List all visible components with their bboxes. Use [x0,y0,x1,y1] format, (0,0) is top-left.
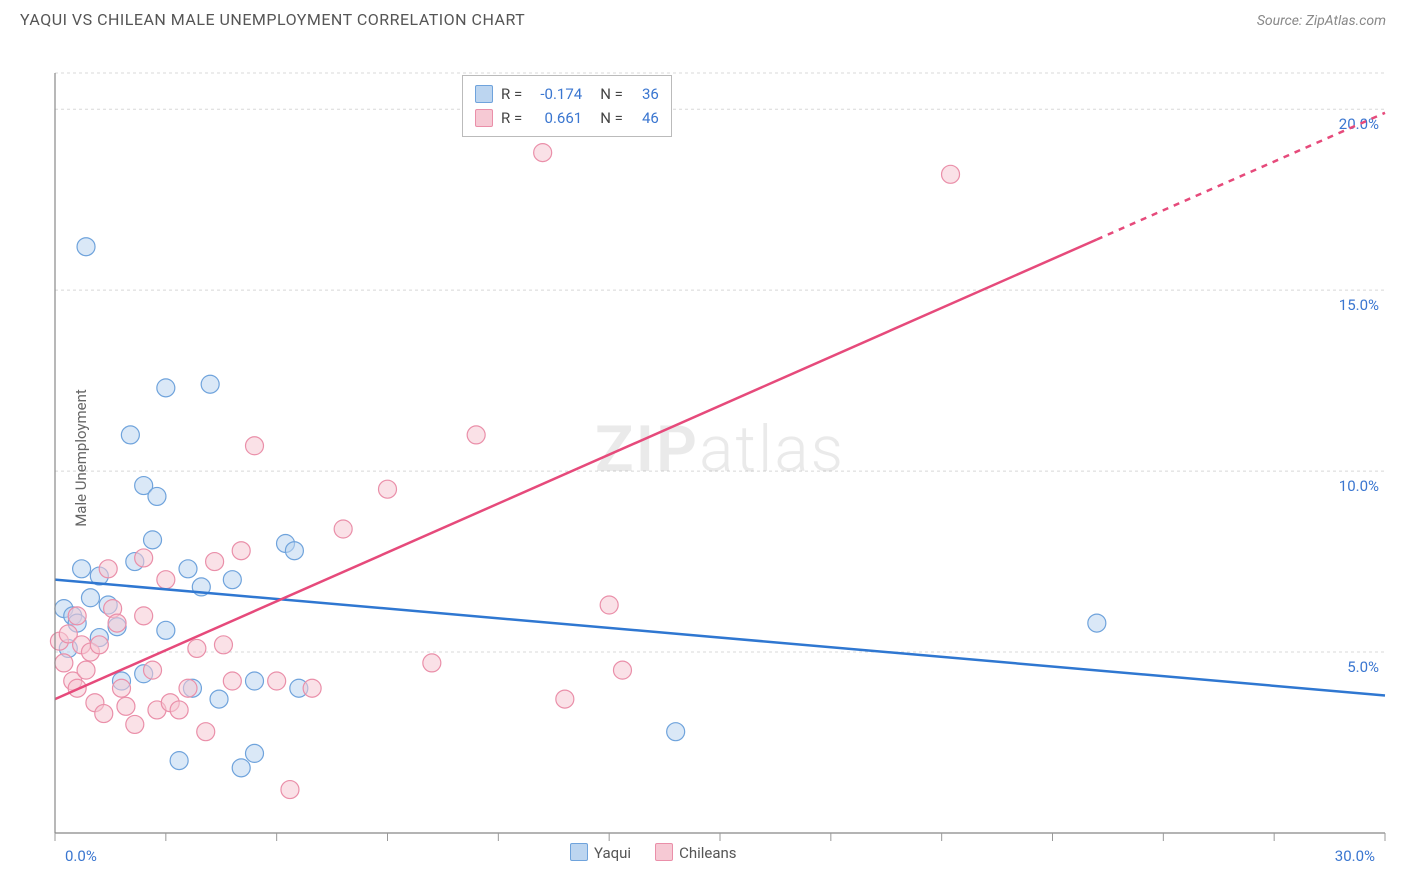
chart-container: Male Unemployment 5.0%10.0%15.0%20.0%ZIP… [0,33,1406,883]
data-point-chileans [379,480,397,498]
correlation-legend: R = -0.174 N = 36 R = 0.661 N = 46 [462,75,672,137]
data-point-chileans [95,705,113,723]
data-point-chileans [613,661,631,679]
data-point-yaqui [232,759,250,777]
data-point-chileans [135,607,153,625]
legend-swatch-yaqui [475,85,493,103]
watermark: ZIPatlas [595,412,845,487]
series-legend-item-yaqui: Yaqui [570,843,631,862]
legend-r-value-chileans: 0.661 [530,106,582,130]
data-point-chileans [197,723,215,741]
source-attribution: Source: ZipAtlas.com [1257,13,1386,29]
data-point-yaqui [179,560,197,578]
x-tick-label: 0.0% [65,847,97,865]
data-point-chileans [232,542,250,560]
data-point-yaqui [148,487,166,505]
data-point-yaqui [157,379,175,397]
data-point-chileans [68,607,86,625]
data-point-yaqui [223,571,241,589]
data-point-chileans [303,679,321,697]
data-point-chileans [179,679,197,697]
data-point-chileans [467,426,485,444]
data-point-chileans [157,571,175,589]
legend-n-label: N = [600,106,623,130]
legend-r-value-yaqui: -0.174 [530,82,582,106]
data-point-chileans [170,701,188,719]
series-swatch-chileans [655,843,673,861]
data-point-chileans [942,165,960,183]
series-legend: Yaqui Chileans [570,843,737,862]
series-swatch-yaqui [570,843,588,861]
series-legend-item-chileans: Chileans [655,843,736,862]
trendline-chileans-extrapolated [1097,113,1385,240]
legend-n-value-yaqui: 36 [631,82,659,106]
data-point-chileans [556,690,574,708]
data-point-chileans [77,661,95,679]
data-point-chileans [214,636,232,654]
legend-r-label: R = [501,106,522,130]
series-label-yaqui: Yaqui [594,844,631,862]
data-point-yaqui [144,531,162,549]
data-point-yaqui [210,690,228,708]
y-tick-label: 10.0% [1339,477,1379,495]
legend-n-value-chileans: 46 [631,106,659,130]
data-point-chileans [281,781,299,799]
data-point-chileans [90,636,108,654]
y-axis-label: Male Unemployment [72,389,90,527]
legend-row-chileans: R = 0.661 N = 46 [475,106,659,130]
series-label-chileans: Chileans [679,844,736,862]
data-point-chileans [135,549,153,567]
data-point-yaqui [1088,614,1106,632]
data-point-chileans [188,639,206,657]
trendline-chileans [55,239,1097,699]
legend-n-label: N = [600,82,623,106]
data-point-chileans [334,520,352,538]
data-point-chileans [600,596,618,614]
data-point-yaqui [170,752,188,770]
data-point-yaqui [121,426,139,444]
data-point-yaqui [157,621,175,639]
data-point-chileans [268,672,286,690]
data-point-yaqui [81,589,99,607]
data-point-chileans [113,679,131,697]
data-point-chileans [206,553,224,571]
data-point-chileans [246,437,264,455]
data-point-chileans [144,661,162,679]
data-point-chileans [223,672,241,690]
source-value: ZipAtlas.com [1306,13,1386,29]
data-point-chileans [534,144,552,162]
chart-title: YAQUI VS CHILEAN MALE UNEMPLOYMENT CORRE… [20,10,525,29]
data-point-yaqui [667,723,685,741]
y-tick-label: 15.0% [1339,296,1379,314]
legend-swatch-chileans [475,109,493,127]
data-point-chileans [117,697,135,715]
data-point-chileans [99,560,117,578]
data-point-yaqui [246,672,264,690]
data-point-yaqui [73,560,91,578]
data-point-yaqui [246,744,264,762]
x-tick-label: 30.0% [1335,847,1375,865]
data-point-chileans [55,654,73,672]
data-point-chileans [126,715,144,733]
data-point-yaqui [201,375,219,393]
data-point-chileans [108,614,126,632]
data-point-yaqui [77,238,95,256]
chart-header: YAQUI VS CHILEAN MALE UNEMPLOYMENT CORRE… [0,0,1406,33]
legend-row-yaqui: R = -0.174 N = 36 [475,82,659,106]
source-label: Source: [1257,13,1306,29]
data-point-chileans [423,654,441,672]
legend-r-label: R = [501,82,522,106]
y-tick-label: 5.0% [1347,658,1379,676]
scatter-plot-svg: 5.0%10.0%15.0%20.0%ZIPatlas0.0%30.0% [0,33,1406,883]
data-point-yaqui [285,542,303,560]
